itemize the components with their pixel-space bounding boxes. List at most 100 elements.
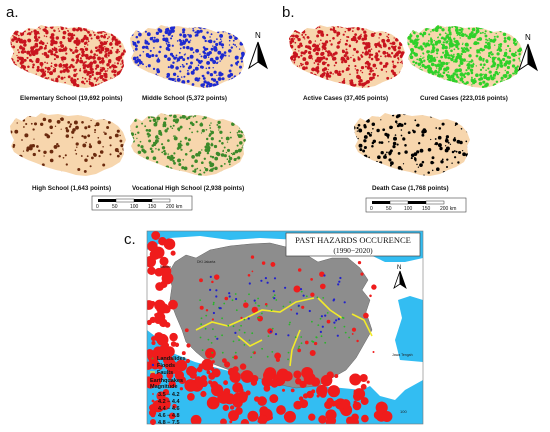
map-point xyxy=(167,41,170,44)
map-point xyxy=(206,71,210,75)
map-point xyxy=(238,75,242,79)
map-point xyxy=(132,40,134,43)
map-point xyxy=(354,147,356,150)
map-point xyxy=(377,50,381,53)
hazard-point xyxy=(192,372,196,375)
map-point xyxy=(465,160,470,165)
map-point xyxy=(130,37,131,41)
map-point xyxy=(32,63,35,67)
map-point xyxy=(427,148,432,152)
map-point xyxy=(165,46,170,51)
map-point xyxy=(235,46,238,48)
map-point xyxy=(312,73,317,78)
map-point xyxy=(439,146,443,151)
map-point xyxy=(509,77,514,82)
map-point xyxy=(202,77,206,80)
map-point xyxy=(53,53,57,57)
map-point xyxy=(240,56,244,60)
map-point xyxy=(217,61,219,63)
map-point xyxy=(73,113,76,115)
hazard-point xyxy=(327,385,340,398)
north-arrow-a: N xyxy=(248,31,268,70)
map-point xyxy=(244,170,246,174)
map-point xyxy=(333,29,337,34)
map-point xyxy=(50,78,53,80)
map-point xyxy=(203,47,208,51)
hazard-point xyxy=(219,307,222,310)
map-point xyxy=(347,27,352,31)
map-point xyxy=(75,142,79,146)
hazard-point xyxy=(324,314,327,317)
map-point xyxy=(230,152,233,155)
map-point xyxy=(233,157,237,162)
hazard-point xyxy=(211,280,214,284)
map-point xyxy=(457,82,461,87)
map-point xyxy=(111,79,116,84)
hazard-point xyxy=(311,389,316,394)
map-point xyxy=(437,36,439,38)
map-point xyxy=(452,25,455,27)
hazard-point xyxy=(252,351,255,354)
hazard-point xyxy=(343,301,346,304)
map-point xyxy=(150,150,154,153)
map-point xyxy=(126,142,130,146)
map-point xyxy=(444,145,447,147)
map-vocational-school xyxy=(126,113,246,176)
hazard-point xyxy=(223,302,226,305)
map-point xyxy=(421,129,426,134)
map-point xyxy=(218,115,223,119)
map-point xyxy=(212,45,214,47)
map-point xyxy=(123,72,126,76)
map-point xyxy=(225,136,230,141)
map-point xyxy=(519,37,522,41)
map-point xyxy=(34,31,38,36)
hazard-point xyxy=(238,339,241,341)
map-point xyxy=(458,173,461,176)
map-point xyxy=(43,150,47,155)
map-point xyxy=(404,75,407,78)
map-point xyxy=(384,84,388,88)
map-point xyxy=(79,48,83,51)
map-point xyxy=(459,37,461,39)
map-point xyxy=(237,34,241,38)
map-point xyxy=(407,58,410,62)
map-point xyxy=(111,46,114,49)
map-point xyxy=(436,25,440,26)
map-point xyxy=(46,134,51,139)
map-point xyxy=(207,56,210,58)
map-point xyxy=(419,148,424,153)
map-point xyxy=(130,69,134,73)
map-point xyxy=(367,49,371,53)
map-point xyxy=(44,84,46,87)
map-point xyxy=(43,51,48,56)
hazard-point xyxy=(201,349,204,351)
hazard-point xyxy=(323,274,326,277)
map-point xyxy=(102,145,104,148)
map-point xyxy=(453,53,455,56)
map-point xyxy=(146,32,151,37)
map-point xyxy=(326,33,329,37)
map-point xyxy=(304,84,308,88)
map-point xyxy=(151,144,155,147)
map-point xyxy=(16,56,19,59)
map-point xyxy=(505,49,507,51)
map-point xyxy=(236,132,239,134)
map-point xyxy=(105,53,108,56)
map-point xyxy=(182,65,185,68)
map-point xyxy=(143,77,148,81)
map-point xyxy=(509,48,511,50)
map-point xyxy=(12,61,16,64)
map-point xyxy=(17,172,21,176)
map-point xyxy=(158,50,161,54)
map-point xyxy=(173,136,178,141)
map-point xyxy=(157,137,160,140)
map-point xyxy=(64,154,67,157)
map-point xyxy=(109,82,111,85)
map-point xyxy=(432,46,436,50)
map-point xyxy=(472,63,475,66)
map-point xyxy=(410,84,415,88)
map-point xyxy=(485,25,489,29)
map-point xyxy=(465,43,469,47)
map-point xyxy=(396,143,399,146)
map-point xyxy=(387,136,390,139)
